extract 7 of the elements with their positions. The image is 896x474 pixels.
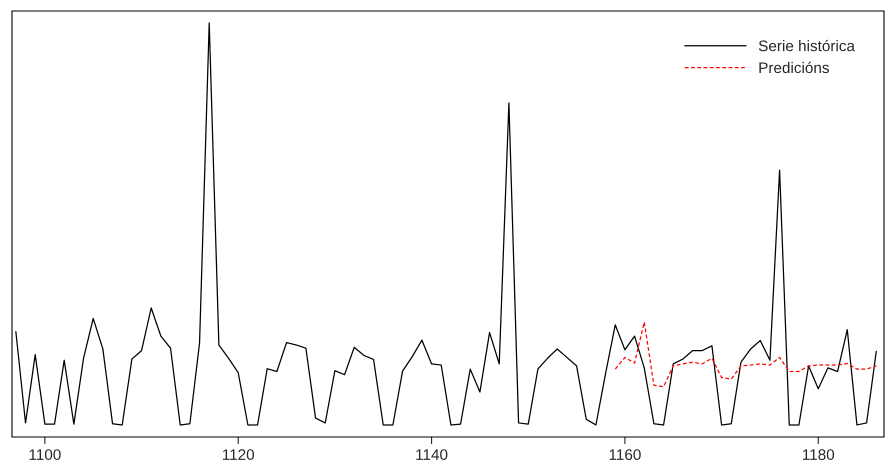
legend-label: Predicións	[759, 62, 829, 74]
x-tick-label: 1160	[610, 449, 641, 460]
legend-label: Serie histórica	[758, 40, 855, 52]
x-tick-label: 1180	[803, 449, 834, 460]
x-tick-label: 1100	[30, 449, 61, 460]
x-tick-label: 1140	[416, 449, 448, 460]
x-tick-label: 1120	[222, 449, 254, 460]
